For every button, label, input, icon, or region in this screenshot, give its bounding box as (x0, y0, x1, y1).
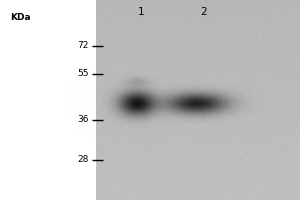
Text: 36: 36 (77, 116, 88, 124)
Text: 1: 1 (138, 7, 144, 17)
Text: 72: 72 (77, 42, 88, 50)
Text: 55: 55 (77, 70, 88, 78)
Text: 2: 2 (201, 7, 207, 17)
Text: 28: 28 (77, 156, 88, 164)
Text: KDa: KDa (11, 14, 31, 22)
